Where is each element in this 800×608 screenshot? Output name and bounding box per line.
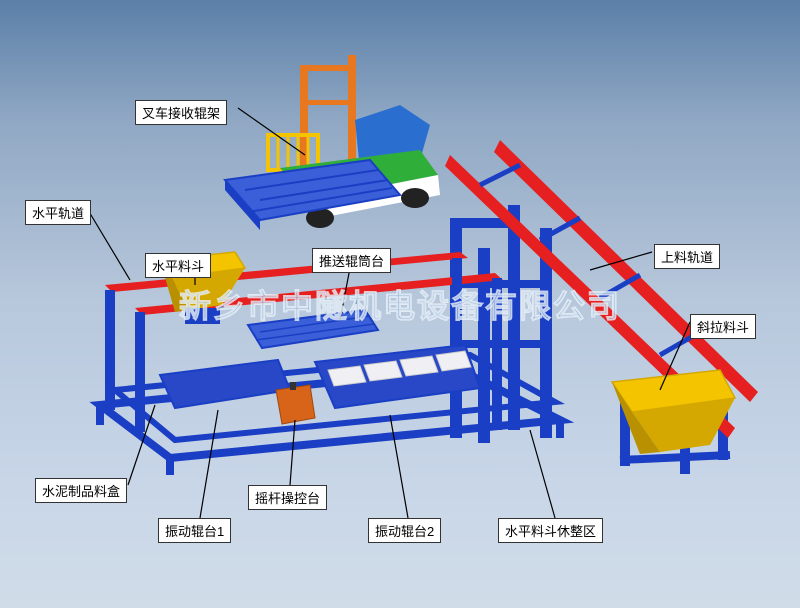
label-incline-hopper: 斜拉料斗 — [690, 314, 756, 339]
forklift — [225, 55, 440, 230]
label-horizontal-track: 水平轨道 — [25, 200, 91, 225]
label-feed-track: 上料轨道 — [654, 244, 720, 269]
incline-hopper — [612, 370, 735, 454]
label-vib-2: 振动辊台2 — [368, 518, 441, 543]
label-horizontal-hopper: 水平料斗 — [145, 253, 211, 278]
watermark-text: 新乡市中隧机电设备有限公司 — [179, 281, 621, 327]
label-cement-tray: 水泥制品料盒 — [35, 478, 127, 503]
label-push-roller: 推送辊筒台 — [312, 248, 391, 273]
vib-table-1 — [160, 360, 290, 408]
label-forklift-rack: 叉车接收辊架 — [135, 100, 227, 125]
label-hopper-rest: 水平料斗休整区 — [498, 518, 603, 543]
label-vib-1: 振动辊台1 — [158, 518, 231, 543]
label-rocker-console: 摇杆操控台 — [248, 485, 327, 510]
